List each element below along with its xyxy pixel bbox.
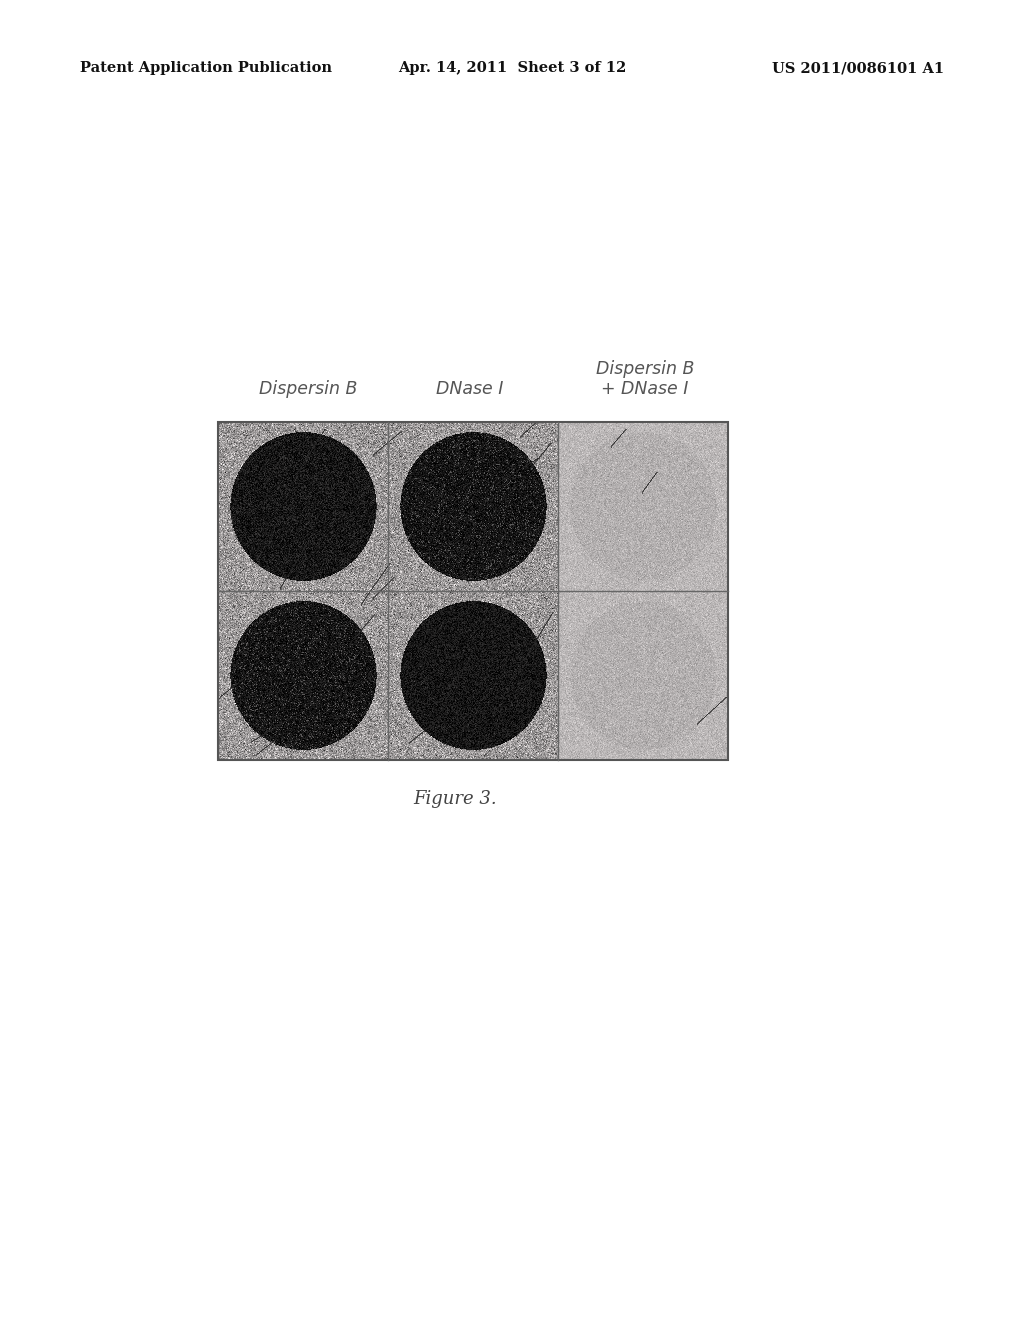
- Text: Dispersin B: Dispersin B: [259, 380, 357, 399]
- Text: + DNase I: + DNase I: [601, 380, 689, 399]
- Text: Apr. 14, 2011  Sheet 3 of 12: Apr. 14, 2011 Sheet 3 of 12: [397, 61, 627, 75]
- Text: Patent Application Publication: Patent Application Publication: [80, 61, 332, 75]
- Text: Figure 3.: Figure 3.: [414, 789, 497, 808]
- Text: US 2011/0086101 A1: US 2011/0086101 A1: [772, 61, 944, 75]
- Text: DNase I: DNase I: [436, 380, 504, 399]
- Bar: [218, 422, 728, 760]
- Text: Dispersin B: Dispersin B: [596, 360, 694, 378]
